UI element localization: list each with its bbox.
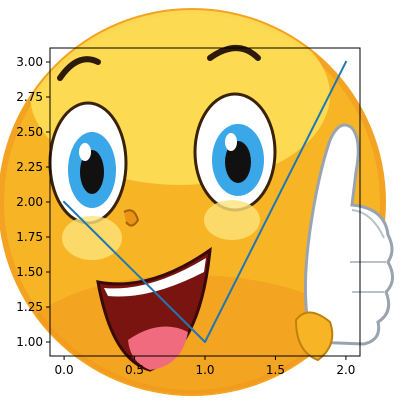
right-cheek xyxy=(204,200,260,240)
x-tick-label: 0.5 xyxy=(125,363,144,377)
left-eye xyxy=(50,103,126,223)
left-cheek xyxy=(62,216,122,260)
x-tick-label: 1.5 xyxy=(266,363,285,377)
y-tick-label: 2.75 xyxy=(16,90,43,104)
x-tick-label: 1.0 xyxy=(195,363,214,377)
y-tick-label: 1.75 xyxy=(16,230,43,244)
y-tick-label: 2.00 xyxy=(16,195,43,209)
x-tick-label: 2.0 xyxy=(336,363,355,377)
y-tick-label: 1.00 xyxy=(16,335,43,349)
x-tick-label: 0.0 xyxy=(55,363,74,377)
y-tick-label: 1.50 xyxy=(16,265,43,279)
y-tick-label: 2.50 xyxy=(16,125,43,139)
right-eye xyxy=(195,94,275,210)
y-tick-label: 1.25 xyxy=(16,300,43,314)
y-tick-label: 3.00 xyxy=(16,55,43,69)
y-tick-label: 2.25 xyxy=(16,160,43,174)
smiley-emoji-image xyxy=(0,5,393,400)
